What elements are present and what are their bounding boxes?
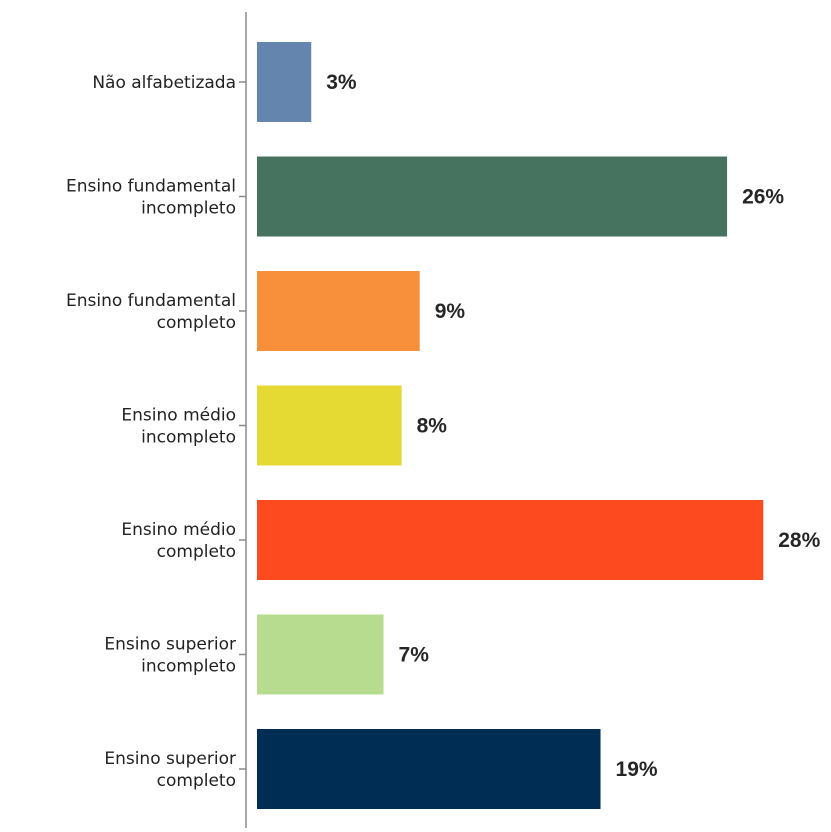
bar: [257, 385, 402, 466]
data-label: 7%: [399, 644, 430, 667]
category-label: Ensino superior completo: [104, 749, 236, 791]
category-label: Ensino fundamental incompleto: [66, 177, 236, 219]
category-label: Ensino superior incompleto: [104, 635, 236, 677]
bar: [257, 614, 384, 695]
data-label: 3%: [326, 71, 357, 94]
bar: [257, 271, 420, 351]
data-label: 8%: [417, 415, 448, 438]
data-label: 26%: [742, 186, 784, 209]
category-label: Não alfabetizada: [92, 73, 236, 93]
bar: [257, 500, 764, 580]
data-label: 28%: [778, 529, 820, 552]
bar: [257, 729, 601, 809]
data-label: 9%: [435, 300, 466, 323]
category-label: Ensino médio completo: [121, 520, 236, 562]
bar: [257, 42, 312, 122]
category-label: Ensino médio incompleto: [121, 406, 236, 448]
bar: [257, 156, 728, 237]
data-label: 19%: [616, 758, 658, 781]
category-label: Ensino fundamental completo: [66, 291, 236, 333]
